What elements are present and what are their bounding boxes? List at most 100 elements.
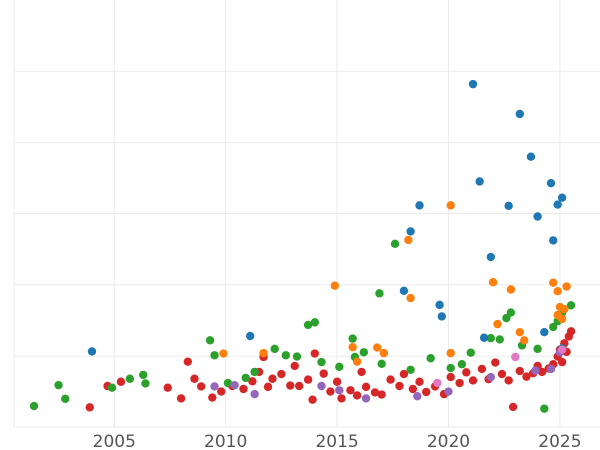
data-point (303, 375, 313, 384)
data-point (515, 328, 524, 337)
data-point (375, 289, 384, 298)
data-point (190, 374, 199, 383)
data-point (406, 293, 415, 303)
data-point (85, 403, 94, 412)
data-point (139, 370, 148, 380)
data-point (210, 351, 219, 360)
data-point (497, 369, 507, 379)
data-point (466, 348, 475, 357)
data-point (549, 278, 558, 287)
data-point (219, 349, 228, 358)
data-point (399, 286, 409, 295)
data-point (540, 328, 549, 337)
data-point (415, 201, 424, 210)
data-point (319, 369, 328, 378)
data-point (404, 235, 413, 245)
data-point (506, 308, 516, 317)
data-point (245, 331, 255, 341)
x-tick-label: 2025 (538, 432, 581, 450)
data-point (446, 348, 455, 358)
data-point (337, 394, 346, 403)
data-point (29, 401, 39, 411)
data-point (352, 357, 362, 366)
data-point (361, 394, 371, 403)
data-point (346, 386, 355, 395)
data-point (515, 366, 524, 376)
data-point (348, 342, 357, 352)
data-point (560, 304, 569, 314)
data-point (479, 333, 489, 342)
data-point (370, 388, 380, 397)
data-point (526, 152, 536, 161)
data-point (399, 369, 409, 379)
data-point (259, 348, 268, 358)
data-point (292, 352, 302, 361)
data-point (125, 374, 135, 383)
data-point (406, 227, 415, 236)
data-point (546, 178, 556, 188)
data-point (468, 376, 478, 385)
data-point (557, 357, 567, 367)
data-points (29, 79, 576, 413)
data-point (553, 287, 562, 296)
data-point (433, 378, 442, 388)
data-point (455, 378, 464, 388)
data-point (437, 312, 447, 321)
data-point (183, 357, 192, 366)
data-point (457, 360, 467, 369)
data-point (511, 352, 520, 362)
data-point (413, 392, 422, 401)
data-point (361, 382, 371, 392)
data-point (295, 381, 304, 391)
data-point (415, 377, 424, 386)
data-point (408, 384, 418, 394)
data-point (557, 345, 567, 354)
data-point (477, 364, 487, 374)
data-point (263, 382, 273, 392)
data-point (406, 365, 415, 374)
data-point (286, 381, 295, 390)
data-point (317, 357, 326, 367)
data-point (290, 361, 299, 371)
data-point (495, 335, 504, 344)
data-point (562, 282, 571, 291)
data-point (390, 239, 400, 249)
data-point (446, 201, 455, 210)
data-point (310, 349, 319, 358)
data-point (335, 386, 344, 395)
data-point (61, 394, 70, 404)
data-point (508, 402, 518, 412)
data-point (444, 387, 453, 396)
data-point (239, 384, 248, 394)
x-tick-label: 2005 (93, 432, 136, 450)
data-point (87, 347, 97, 356)
data-point (504, 201, 513, 211)
data-point (210, 382, 219, 391)
data-point (475, 177, 484, 186)
data-point (163, 383, 172, 392)
data-point (248, 377, 257, 386)
data-point (395, 381, 404, 391)
data-point (208, 393, 217, 402)
data-point (422, 387, 431, 397)
data-point (270, 344, 279, 354)
data-point (332, 377, 342, 386)
data-point (386, 375, 395, 384)
data-point (54, 380, 63, 390)
data-point (493, 319, 502, 329)
data-point (426, 354, 435, 363)
data-point (486, 372, 496, 382)
data-point (303, 320, 313, 330)
data-point (488, 278, 498, 287)
data-point (196, 382, 206, 391)
data-point (446, 372, 455, 382)
data-point (230, 380, 239, 390)
data-point (317, 381, 326, 391)
data-point (549, 322, 558, 332)
data-point (522, 372, 531, 381)
data-point (223, 378, 233, 388)
x-tick-label: 2020 (427, 432, 470, 450)
data-point (566, 327, 576, 336)
